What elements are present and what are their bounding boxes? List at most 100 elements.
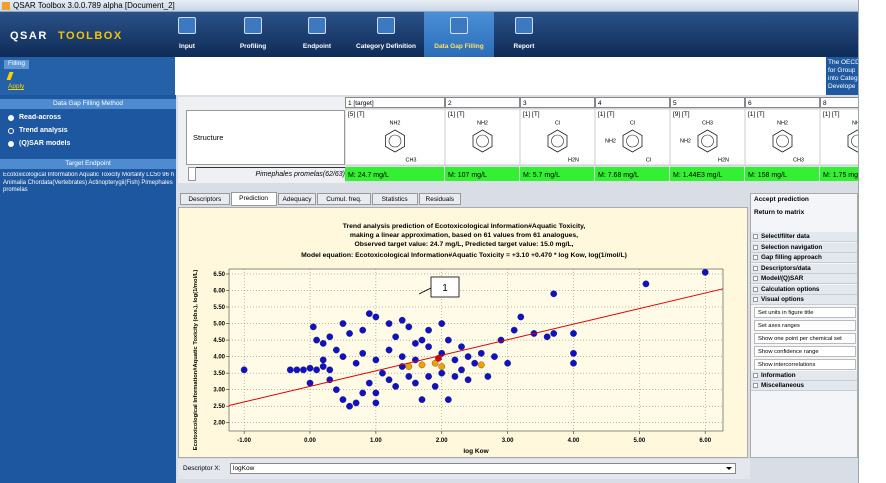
section-header[interactable]: Miscellaneous — [751, 381, 857, 391]
section-header[interactable]: Information — [751, 370, 857, 381]
column-header-text: 5 — [673, 100, 677, 107]
toolbar-tab[interactable]: Report — [496, 12, 552, 57]
structure-cell — [594, 108, 671, 166]
chart-title: making a linear approximation, based on … — [350, 232, 578, 239]
option-button[interactable]: Show intercorrelations — [754, 358, 856, 370]
benzene-ring — [547, 129, 568, 153]
option-button[interactable]: Set units in figure title — [754, 306, 856, 318]
method-radio[interactable] — [8, 141, 14, 147]
section-header[interactable]: Gap filling approach — [751, 253, 857, 263]
data-point — [471, 359, 479, 367]
ring-bond — [851, 134, 858, 148]
value-text: M: 1.75 mg/L — [823, 172, 858, 179]
option-button[interactable]: Show one point per chemical set — [754, 332, 856, 344]
atom-label: NH2 — [477, 120, 488, 126]
y-tick-label: 6.50 — [213, 272, 225, 278]
option-button[interactable]: Set axes ranges — [754, 319, 856, 331]
apply-button[interactable]: Apply — [8, 83, 25, 90]
toolbar-tab[interactable]: Category Definition — [350, 12, 422, 57]
view-tab[interactable]: Prediction — [230, 192, 277, 206]
view-tab[interactable]: Cumul. freq. — [317, 193, 371, 205]
section-toggle[interactable] — [753, 234, 758, 239]
data-point — [326, 366, 334, 374]
atom-label: Cl — [555, 120, 560, 126]
value-text: M: 1.44E3 mg/L — [673, 172, 723, 179]
data-point — [464, 376, 472, 384]
x-tick-label: 5.00 — [634, 438, 646, 444]
section-toggle[interactable] — [753, 265, 758, 271]
view-tab[interactable]: Statistics — [371, 193, 418, 205]
view-tab[interactable]: Residuals — [418, 193, 461, 205]
section-header[interactable]: Select/filter data — [751, 232, 857, 242]
descriptor-select[interactable]: logKow — [230, 463, 736, 474]
atom-label: NH2 — [777, 120, 788, 126]
data-point — [339, 353, 347, 360]
dropdown-arrow — [726, 467, 732, 470]
toolbar-tab[interactable]: Endpoint — [288, 12, 346, 57]
section-header[interactable]: Model/(Q)SAR — [751, 274, 857, 284]
column-header — [745, 97, 820, 108]
data-point — [491, 353, 498, 360]
section-header[interactable]: Descriptors/data — [751, 263, 857, 274]
section-toggle[interactable] — [753, 297, 758, 302]
option-button[interactable]: Show confidence range — [754, 345, 856, 357]
value-text: M: 158 mg/L — [748, 172, 787, 179]
view-tab[interactable]: Descriptors — [180, 193, 230, 205]
ring-bond — [551, 134, 564, 148]
data-point — [438, 363, 446, 370]
toolbar-tab[interactable]: Input — [158, 12, 216, 57]
benzene-ring — [385, 129, 405, 153]
data-point — [458, 366, 465, 374]
action-button[interactable]: Accept prediction — [754, 196, 809, 203]
data-point — [379, 369, 386, 377]
data-point — [346, 402, 353, 410]
structure-cell: Structure — [186, 110, 345, 165]
section-toggle[interactable] — [753, 372, 758, 378]
count-label: [1] [T] — [448, 111, 465, 118]
y-tick-label: 4.00 — [213, 355, 225, 361]
row-checkbox[interactable] — [188, 167, 196, 181]
view-tab[interactable]: Adequacy — [277, 193, 317, 205]
section-toggle[interactable] — [753, 286, 758, 292]
section-toggle[interactable] — [753, 255, 758, 260]
chart: Trend analysis prediction of Ecotoxicolo… — [178, 207, 748, 458]
data-point — [570, 330, 577, 337]
method-label[interactable]: Trend analysis — [19, 127, 68, 134]
data-point — [352, 359, 360, 367]
action-button[interactable]: Return to matrix — [754, 209, 805, 216]
data-point — [313, 366, 320, 374]
info-panel: The OECD for Group into Categ Develope — [826, 57, 858, 95]
method-label[interactable]: (Q)SAR models — [19, 140, 71, 147]
data-point — [286, 366, 294, 374]
y-axis-label: Ecotoxicological Information#Aquatic Tox… — [193, 270, 199, 451]
data-point — [431, 359, 439, 367]
section-header[interactable]: Selection navigation — [751, 242, 857, 253]
method-radio[interactable] — [8, 115, 14, 121]
value-text: M: 7.68 mg/L — [598, 172, 639, 179]
data-point — [365, 310, 373, 317]
section-toggle[interactable] — [753, 276, 758, 281]
section-toggle[interactable] — [753, 244, 758, 250]
data-point — [333, 386, 340, 394]
toolbar-tab[interactable]: Profiling — [222, 12, 284, 57]
tab-icon — [377, 17, 395, 34]
window-edge — [858, 0, 886, 483]
atom-label: H2N — [718, 157, 729, 163]
info-line: The OECD — [828, 59, 858, 66]
method-label[interactable]: Read-across — [19, 114, 62, 121]
data-point — [510, 326, 518, 334]
section-toggle[interactable] — [753, 383, 758, 388]
section-header[interactable]: Calculation options — [751, 284, 857, 295]
toolbar-tab[interactable]: Data Gap Filling — [424, 12, 494, 57]
section-header[interactable]: Visual options — [751, 295, 857, 305]
x-axis-label: log Kow — [463, 448, 489, 455]
data-point — [339, 396, 347, 403]
ring-bond — [476, 134, 489, 148]
x-tick-label: 3.00 — [502, 438, 514, 444]
y-tick-label: 3.50 — [213, 371, 225, 377]
data-point — [418, 336, 426, 344]
benzene-ring — [622, 129, 643, 153]
data-point — [438, 369, 446, 377]
method-radio[interactable] — [8, 128, 14, 134]
